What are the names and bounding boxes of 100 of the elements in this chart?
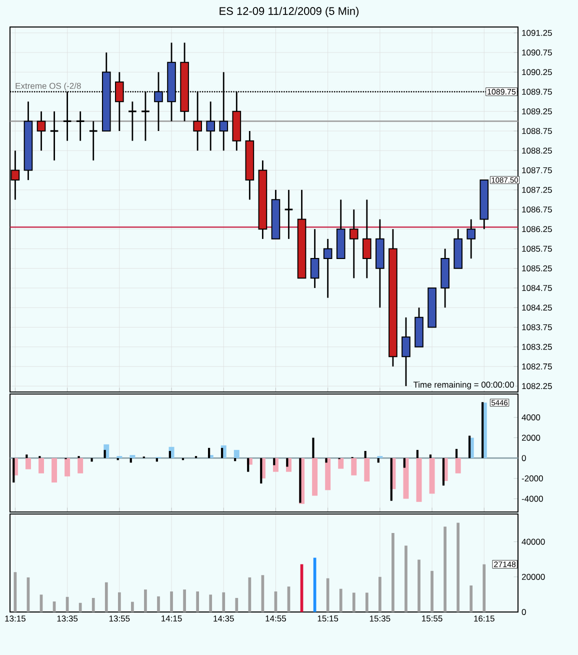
bar	[325, 458, 331, 490]
bar	[156, 458, 158, 462]
y-tick-label: 1089.75	[522, 88, 552, 95]
bar	[157, 596, 160, 612]
bar	[299, 458, 302, 503]
bar	[470, 585, 473, 612]
y-tick-label: 1089.25	[522, 108, 552, 114]
bar	[403, 458, 409, 499]
bar	[234, 458, 236, 462]
y-tick-label: 1088.25	[522, 148, 552, 154]
bar	[209, 594, 212, 612]
y-tick-label: 1086.25	[522, 226, 552, 232]
x-tick-label: 15:55	[422, 616, 442, 622]
candlestick	[284, 189, 294, 240]
bar	[429, 454, 432, 458]
candlestick	[362, 198, 372, 279]
y-tick-label: 1088.75	[522, 128, 552, 134]
y-tick-label: 1087.75	[522, 167, 552, 174]
x-tick-label: 15:35	[370, 616, 390, 622]
bar	[352, 592, 356, 612]
annotation: Time remaining = 00:00:00	[413, 381, 514, 390]
bar	[312, 438, 314, 458]
bar	[456, 522, 460, 612]
y-tick-label: 0	[522, 608, 526, 616]
bar	[130, 458, 132, 463]
bar	[90, 458, 93, 462]
x-tick-label: 13:15	[5, 616, 26, 622]
bar	[260, 458, 262, 484]
bar	[416, 458, 422, 502]
x-tick-label: 13:35	[57, 616, 78, 622]
y-tick-label: 1086.75	[522, 206, 552, 212]
bar	[326, 578, 330, 612]
bar	[365, 592, 368, 612]
y-tick-label: 1084.75	[522, 284, 552, 291]
bar	[444, 526, 446, 612]
y-tick-label: 1083.25	[522, 344, 552, 350]
y-tick-label: 1090.25	[522, 69, 552, 76]
bar	[286, 458, 288, 467]
ref-line-label: Extreme OS (-2/8	[16, 82, 81, 91]
bar	[104, 450, 106, 458]
x-tick-label: 13:55	[109, 616, 130, 622]
x-tick-label: 14:15	[162, 616, 182, 622]
bar	[170, 591, 173, 612]
candlestick	[349, 208, 358, 279]
y-tick-label: 1090.75	[522, 50, 552, 56]
bar	[339, 588, 342, 612]
y-tick-label: 1082.75	[522, 363, 552, 370]
bar	[38, 458, 44, 474]
bar	[221, 448, 224, 458]
bar	[338, 458, 344, 469]
bar	[312, 458, 318, 496]
bar	[429, 458, 435, 494]
candlestick	[88, 120, 98, 162]
bar	[247, 458, 250, 472]
bar	[168, 450, 171, 458]
x-tick-label: 16:15	[474, 616, 494, 622]
bar	[52, 458, 58, 482]
candlestick	[76, 110, 86, 142]
y-tick-label: -4000	[522, 496, 543, 502]
bar	[482, 564, 486, 612]
y-tick-label: 1087.25	[522, 186, 552, 193]
bar	[455, 448, 458, 458]
x-tick-label: 15:15	[318, 616, 338, 622]
bar	[468, 436, 471, 458]
bar	[404, 546, 408, 612]
y-tick-label: 1085.25	[522, 265, 552, 272]
bar	[104, 582, 108, 612]
bar	[92, 598, 95, 612]
y-tick-label: 4000	[522, 414, 540, 420]
bar	[378, 576, 382, 612]
candlestick	[402, 316, 410, 387]
bar	[430, 570, 434, 612]
bar	[248, 577, 252, 612]
bar	[325, 458, 328, 463]
y-tick-label: 1084.25	[522, 304, 552, 311]
y-tick-label: 1083.75	[522, 324, 552, 330]
bar	[442, 458, 445, 486]
bar	[64, 458, 70, 476]
y-tick-label: 2000	[522, 434, 540, 441]
candlestick	[310, 228, 320, 289]
bar	[144, 590, 147, 612]
y-tick-label: -2000	[522, 475, 543, 482]
x-tick-label: 14:35	[214, 616, 234, 622]
candlestick	[206, 100, 216, 152]
bar	[118, 592, 121, 612]
bar	[418, 560, 420, 612]
candlestick	[323, 238, 332, 298]
bar	[416, 450, 418, 458]
candlestick	[128, 100, 138, 142]
bar	[78, 602, 82, 612]
y-tick-label: 0	[522, 455, 526, 462]
bar	[234, 450, 240, 458]
bar	[364, 450, 366, 458]
x-tick-label: 14:55	[266, 616, 286, 622]
bar	[26, 454, 28, 458]
bar	[222, 592, 226, 612]
candlestick	[466, 218, 476, 260]
y-tick-label: 1085.75	[522, 246, 552, 252]
bar	[377, 458, 380, 463]
chart-title: ES 12-09 11/12/2009 (5 Min)	[220, 6, 359, 18]
